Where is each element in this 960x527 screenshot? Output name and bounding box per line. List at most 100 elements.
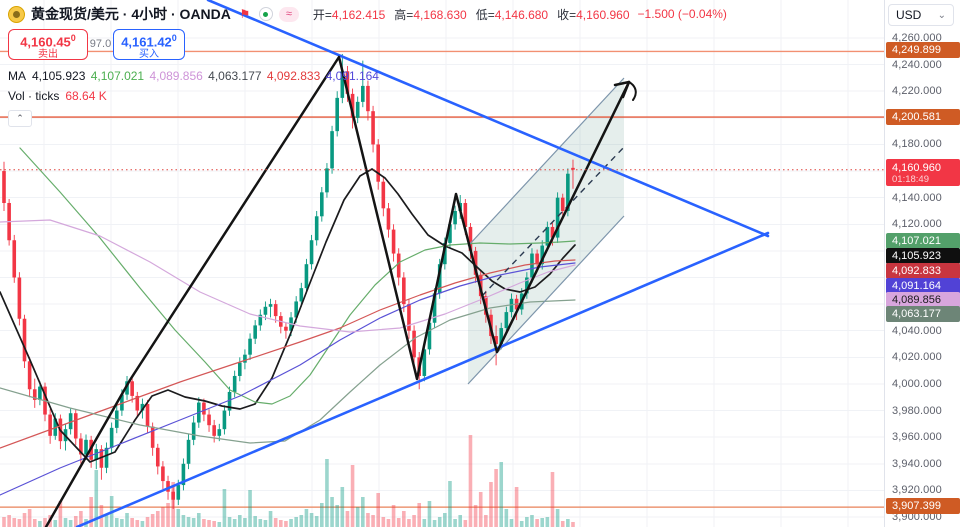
candle-body <box>381 181 386 209</box>
volume-bar <box>386 519 391 527</box>
price-axis[interactable]: 4,260.000 4,240.000 4,220.000 4,180.000 4,14… <box>884 0 960 527</box>
candle-body <box>350 93 355 118</box>
candle-body <box>27 361 32 390</box>
ma-indicator-row[interactable]: MA 4,105.923 4,107.021 4,089.856 4,063.1… <box>8 69 727 83</box>
volume-bar <box>509 519 514 527</box>
candle-body <box>550 226 555 238</box>
volume-bar <box>207 520 211 527</box>
volume-bar <box>304 509 309 527</box>
price-label-badge: 4,200.581 <box>886 109 960 125</box>
candle-body <box>437 264 442 294</box>
volume-bar <box>530 515 534 527</box>
symbol-title[interactable]: 黄金现货/美元 · 4小时 · OANDA <box>31 6 231 22</box>
collapse-pane-button[interactable]: ⌃ <box>8 110 32 127</box>
arrowhead <box>613 80 631 87</box>
volume-bar <box>325 459 329 527</box>
volume-bar <box>519 521 524 527</box>
candle-body <box>217 429 222 436</box>
candle-body <box>2 171 6 203</box>
candle-body <box>494 336 498 345</box>
volume-bar <box>212 521 216 527</box>
volume-bar <box>279 520 283 527</box>
price-chart[interactable] <box>0 0 884 527</box>
volume-bar <box>227 517 232 527</box>
candle-body <box>32 389 37 400</box>
price-label-badge: 4,249.899 <box>886 42 960 58</box>
currency-selector[interactable]: USD ⌄ <box>888 4 954 26</box>
volume-indicator-row[interactable]: Vol · ticks 68.64 K <box>8 89 727 103</box>
volume-bar <box>125 513 129 527</box>
volume-bar <box>150 514 155 527</box>
volume-bar <box>294 517 298 527</box>
volume-bar <box>335 505 339 527</box>
volume-label: Vol · ticks <box>8 89 60 103</box>
dashed-projection-line <box>481 145 626 297</box>
volume-bar <box>58 501 63 527</box>
candle-body <box>284 326 288 331</box>
arrowhead <box>621 80 631 99</box>
volume-bar <box>566 519 570 527</box>
candle-body <box>402 277 406 305</box>
price-change: −1.500 (−0.04%) <box>637 7 727 21</box>
volume-bar <box>73 516 78 527</box>
market-status-icon[interactable] <box>258 7 273 21</box>
volume-bar <box>166 503 170 527</box>
volume-bar <box>407 519 411 527</box>
volume-bar <box>258 519 263 527</box>
candle-body <box>253 325 257 339</box>
candle-body <box>104 447 109 468</box>
volume-bar <box>263 520 268 527</box>
candle-body <box>12 240 17 278</box>
volume-bar <box>350 465 355 527</box>
volume-bar <box>273 518 278 527</box>
flag-icon[interactable]: ⚑ <box>239 7 251 21</box>
volume-bar <box>181 515 186 527</box>
candle-body <box>48 414 52 436</box>
arrow-tail <box>628 81 637 101</box>
sell-button[interactable]: 4,160.450 卖出 <box>8 28 88 60</box>
volume-bar <box>514 487 519 527</box>
candle-body <box>150 426 155 448</box>
candle-body <box>407 304 411 331</box>
candle-body <box>268 304 273 307</box>
volume-bar <box>366 513 370 527</box>
volume-bar <box>504 509 509 527</box>
candle-body <box>212 425 216 436</box>
volume-bar <box>361 497 365 527</box>
ma-value: 4,105.923 <box>32 69 89 83</box>
candle-body <box>571 167 575 170</box>
volume-bar <box>237 515 242 527</box>
moving-average-line <box>0 262 576 496</box>
candle-body <box>366 85 370 112</box>
buy-button[interactable]: 4,161.420 买入 <box>113 28 185 60</box>
ohlc-item: 高=4,168.630 <box>394 7 467 22</box>
volume-bar <box>432 520 437 527</box>
volume-bar <box>396 518 401 527</box>
price-tick: 4,140.000 <box>892 191 942 204</box>
volume-bar <box>130 518 134 527</box>
candle-body <box>361 85 365 102</box>
volume-bar <box>186 517 191 527</box>
wave-icon[interactable]: ≈ <box>278 6 299 22</box>
candle-body <box>530 253 534 278</box>
volume-bar <box>571 522 575 527</box>
volume-bar <box>355 507 360 527</box>
candle-body <box>191 422 196 440</box>
price-label-badge: 4,089.856 <box>886 292 960 308</box>
candle-body <box>22 318 27 362</box>
volume-bar <box>155 511 160 527</box>
trade-panel: 4,160.450 卖出 97.0 4,161.420 买入 <box>8 28 727 60</box>
volume-bar <box>417 503 422 527</box>
candle-body <box>176 485 181 500</box>
candle-body <box>181 463 186 486</box>
volume-bar <box>248 490 252 527</box>
volume-bar <box>478 492 483 527</box>
candle-body <box>222 410 227 430</box>
volume-bar <box>217 522 222 527</box>
candle-body <box>540 245 545 265</box>
volume-bar <box>371 515 375 527</box>
candle-body <box>314 216 319 241</box>
candle-body <box>345 71 350 94</box>
ma-label: MA <box>8 69 26 83</box>
